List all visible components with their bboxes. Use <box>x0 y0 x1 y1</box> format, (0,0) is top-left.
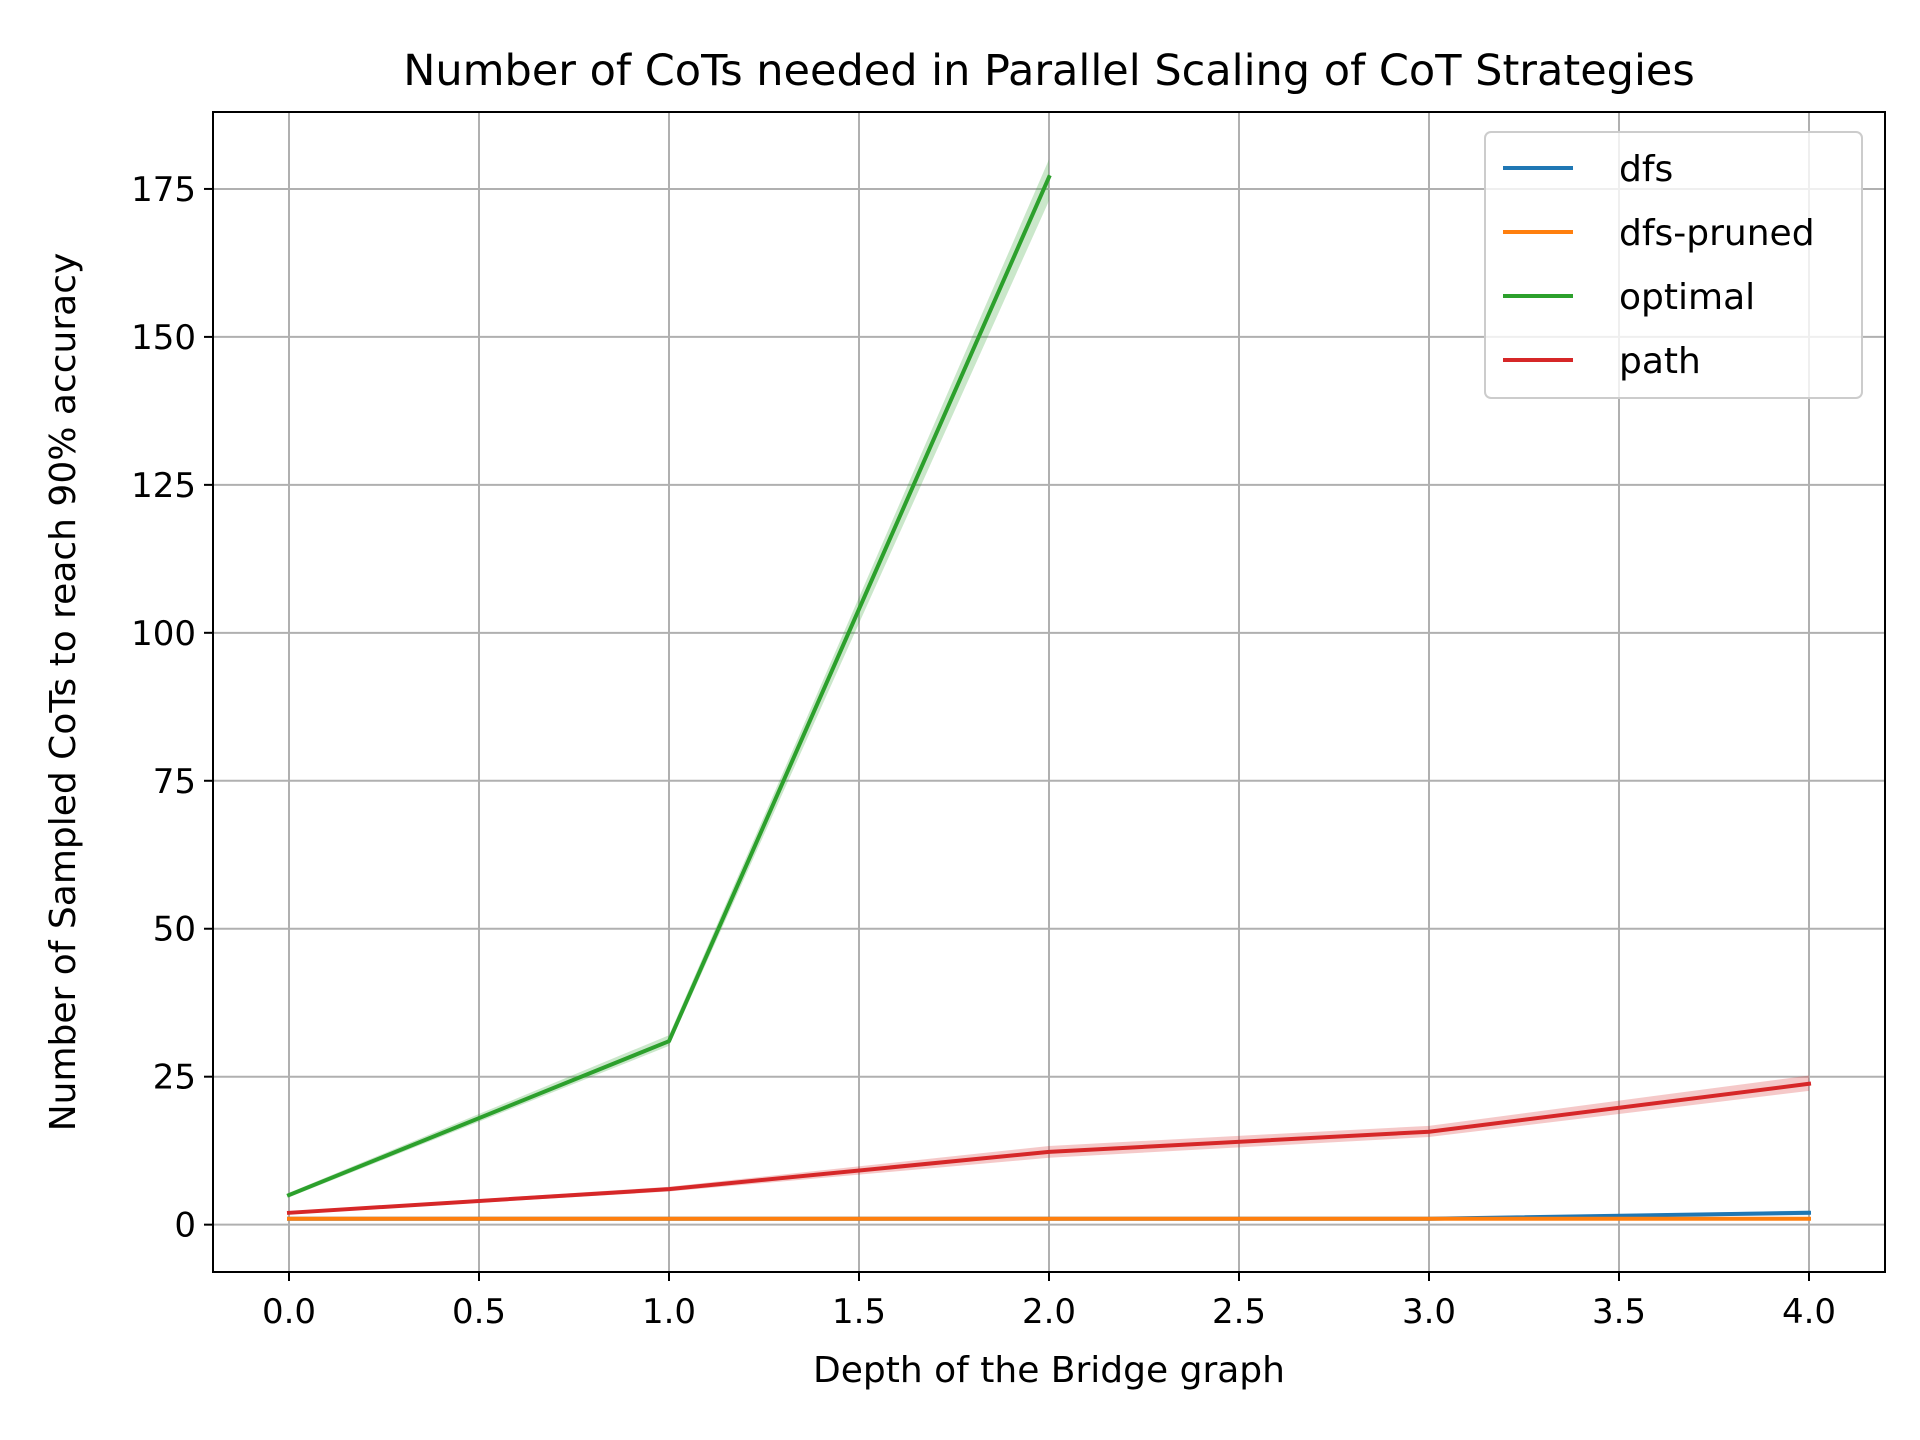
x-tick-label: 4.0 <box>1782 1292 1836 1332</box>
x-tick-label: 0.5 <box>452 1292 506 1332</box>
y-tick-label: 25 <box>153 1058 196 1098</box>
x-tick-label: 3.5 <box>1592 1292 1646 1332</box>
x-tick-label: 2.0 <box>1022 1292 1076 1332</box>
legend: dfs dfs-pruned optimal path <box>1484 131 1863 399</box>
y-tick-label: 100 <box>131 614 196 654</box>
y-tick-label: 0 <box>174 1206 196 1246</box>
axis-ticks: 0.0 0.5 1.0 1.5 2.0 2.5 3.0 3.5 4.0 0 25 50 75 100 125… <box>131 170 1836 1332</box>
legend-label-path: path <box>1619 341 1701 382</box>
x-axis-label: Depth of the Bridge graph <box>813 1350 1285 1391</box>
x-tick-label: 3.0 <box>1402 1292 1456 1332</box>
y-tick-label: 150 <box>131 318 196 358</box>
grid-lines <box>213 112 1885 1272</box>
legend-label-dfs-pruned: dfs-pruned <box>1619 213 1815 254</box>
y-tick-label: 50 <box>153 910 196 950</box>
legend-label-dfs: dfs <box>1619 149 1673 190</box>
y-tick-label: 125 <box>131 466 196 506</box>
chart-title: Number of CoTs needed in Parallel Scalin… <box>403 46 1695 96</box>
y-tick-label: 175 <box>131 170 196 210</box>
y-tick-label: 75 <box>153 762 196 802</box>
x-tick-label: 2.5 <box>1212 1292 1266 1332</box>
legend-label-optimal: optimal <box>1619 277 1755 318</box>
series-line-optimal <box>286 174 1052 1198</box>
series-lines <box>286 174 1812 1221</box>
series-line-path <box>286 1081 1812 1215</box>
x-tick-label: 1.5 <box>832 1292 886 1332</box>
x-tick-label: 1.0 <box>642 1292 696 1332</box>
y-axis-label: Number of Sampled CoTs to reach 90% accu… <box>43 253 84 1132</box>
x-tick-label: 0.0 <box>262 1292 316 1332</box>
legend-box <box>1484 131 1863 399</box>
